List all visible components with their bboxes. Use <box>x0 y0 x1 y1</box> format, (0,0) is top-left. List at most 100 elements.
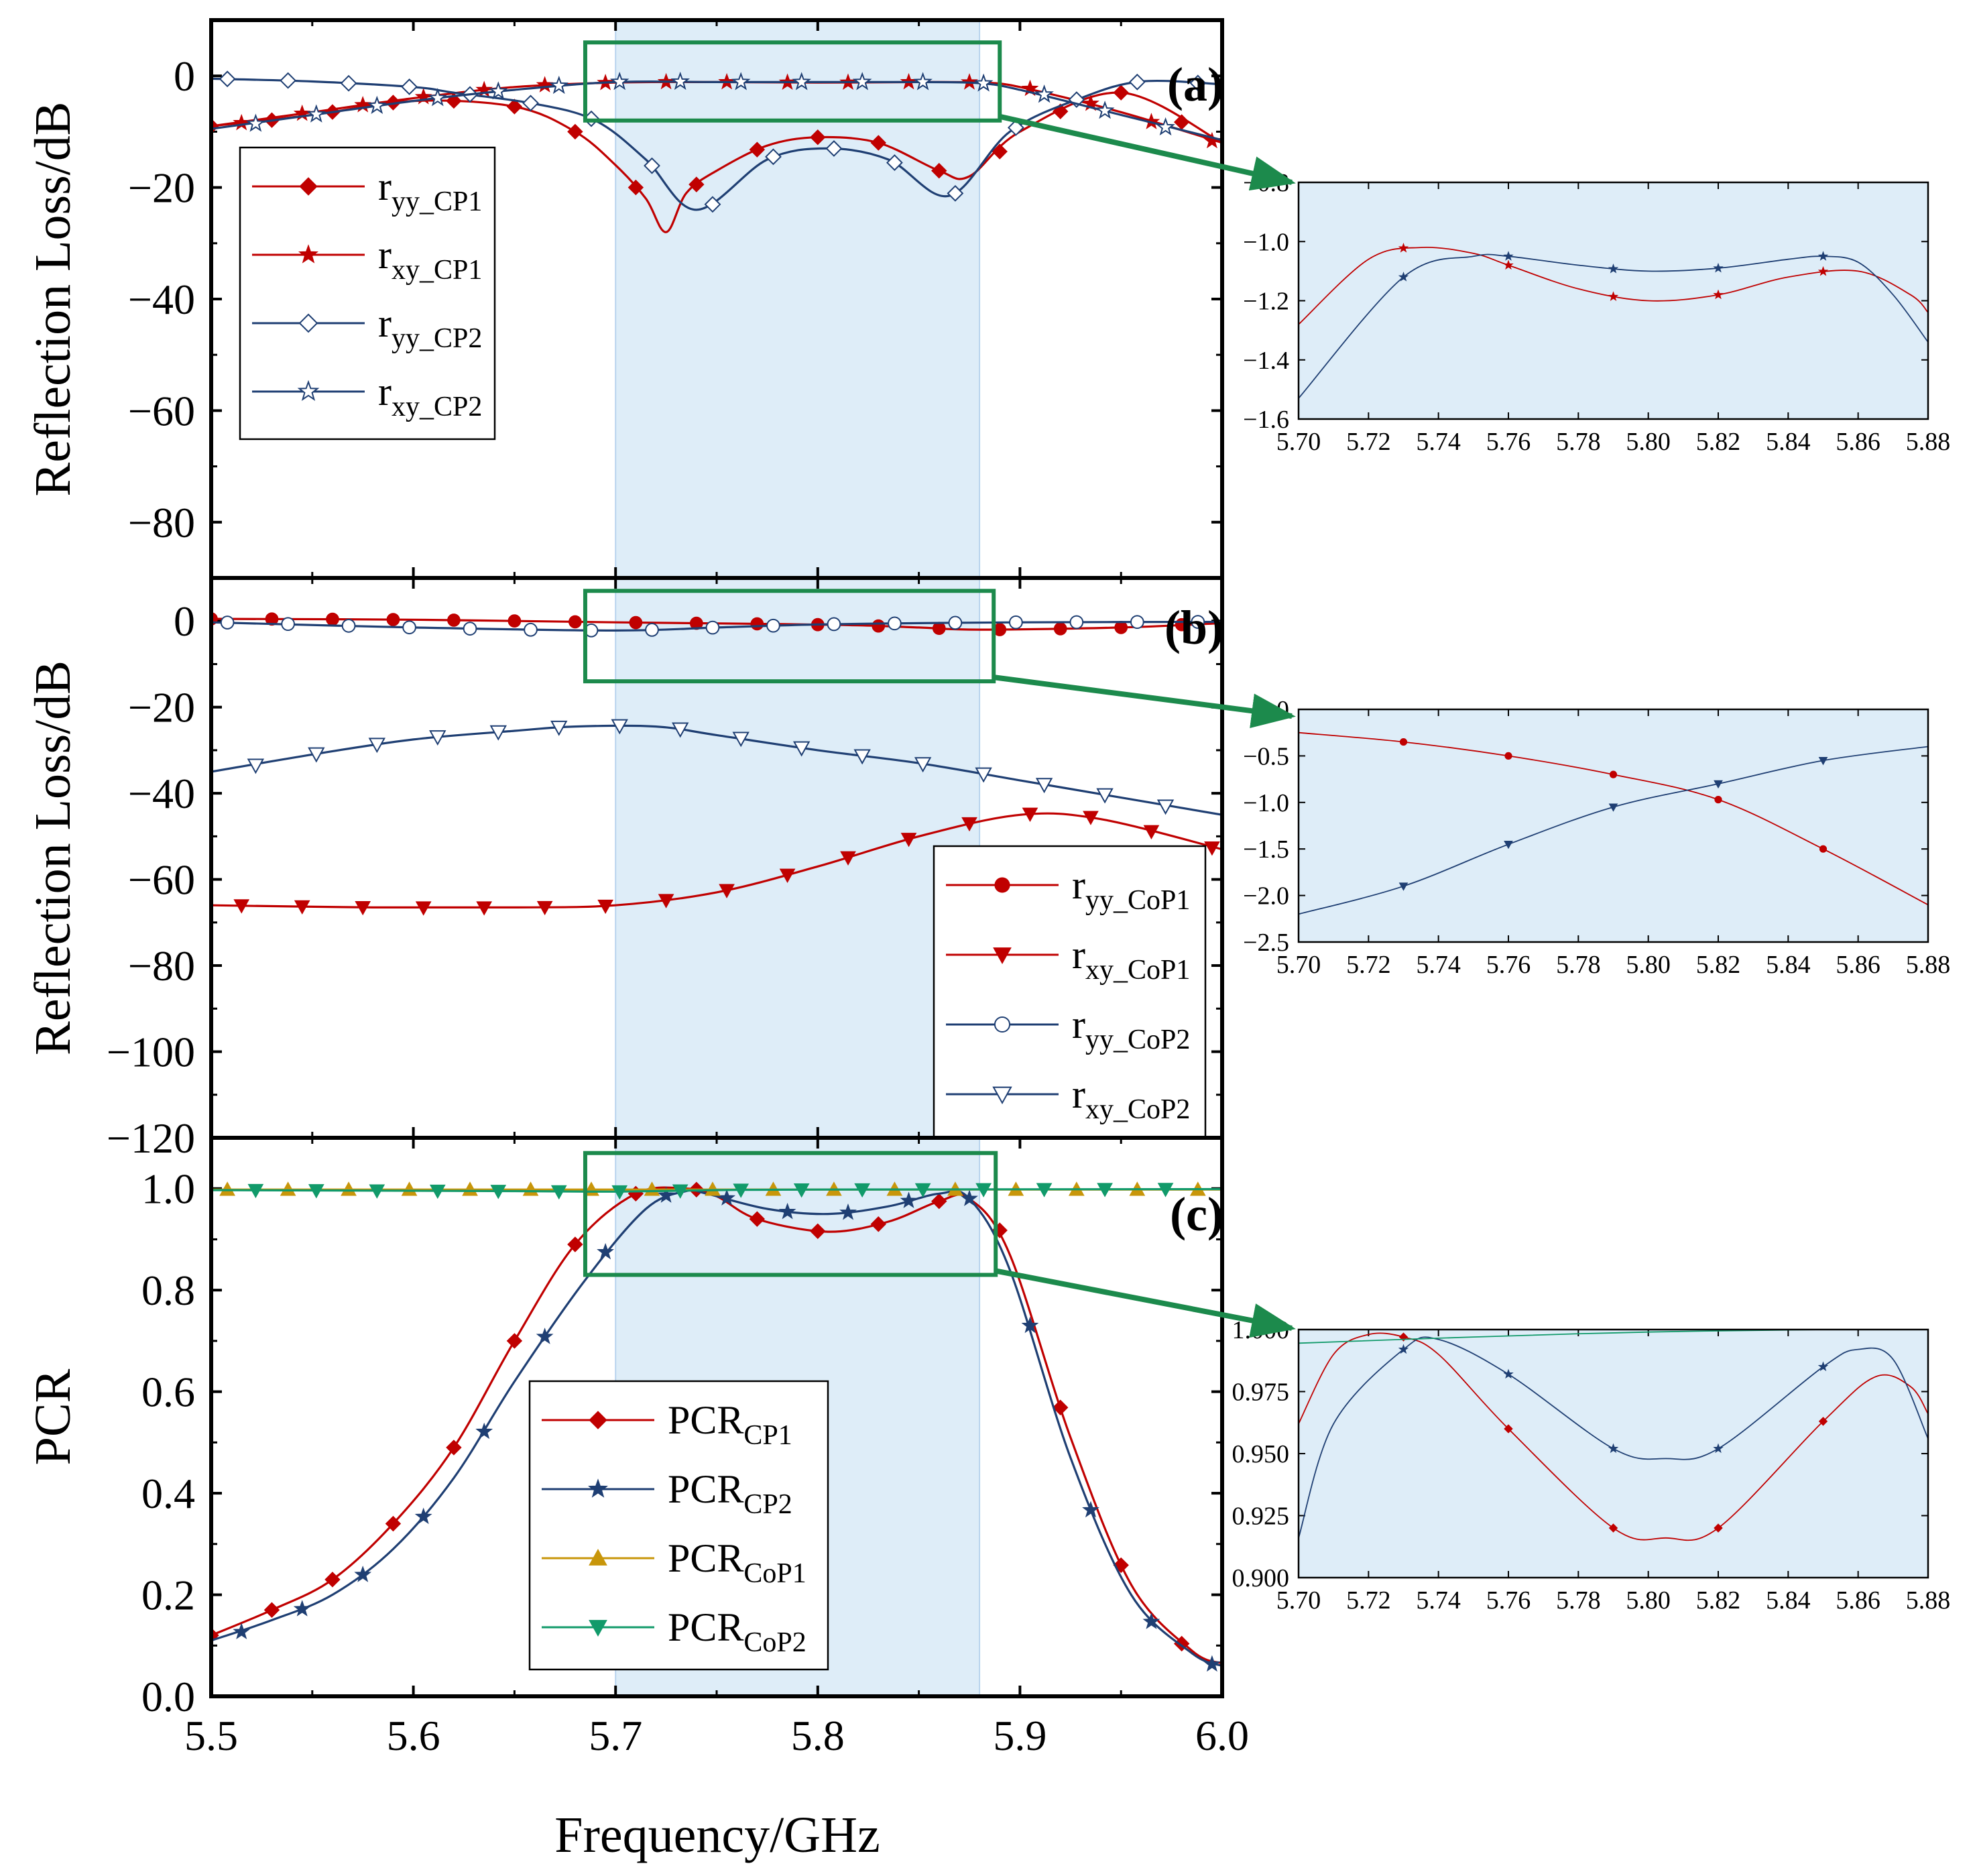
data-point-ryy_CP1 <box>810 129 826 145</box>
data-point-rxy_CP2 <box>852 72 872 91</box>
inset-data-point-ryy_CoP2 <box>1714 780 1723 789</box>
data-point-rxy_CoP1 <box>961 817 977 832</box>
panel-label-b: (b) <box>1164 601 1223 654</box>
inset-data-point-rxy_CP1 <box>1398 243 1409 253</box>
data-point-PCR_CoP2 <box>672 1184 689 1199</box>
data-point-PCR_CP1 <box>385 1515 402 1532</box>
data-point-PCR_CoP1 <box>462 1181 478 1196</box>
legend-label-sub: CP2 <box>743 1489 792 1520</box>
data-point-rxy_CP1 <box>233 113 251 131</box>
data-point-ryy_CoP2 <box>827 617 841 632</box>
y-tick-label: 0 <box>174 52 195 100</box>
panel-c: 0.00.20.40.60.81.0PCR(c)PCRCP1PCRCP2PCRC… <box>25 1136 1224 1720</box>
data-point-ryy_CoP1 <box>447 613 461 627</box>
legend-label-sub: CP1 <box>743 1420 792 1451</box>
data-point-PCR_CoP2 <box>1036 1183 1053 1197</box>
panel-a: 0 −20 −40 −60 −80 Reflection Loss/dB (a) ryy_CP… <box>25 18 1224 580</box>
data-point-PCR_CoP2 <box>369 1184 385 1199</box>
data-point-ryy_CP2 <box>522 95 539 112</box>
inset-x-tick-label: 5.78 <box>1556 1586 1601 1615</box>
data-point-PCR_CP1 <box>931 1193 947 1210</box>
data-point-PCR_CP2 <box>1082 1501 1099 1518</box>
data-point-PCR_CP1 <box>567 1236 583 1252</box>
inset-y-tick-label: 0.900 <box>1232 1564 1290 1592</box>
inset-y-tick-label: −1.6 <box>1243 406 1289 434</box>
zoom-box-c <box>583 1151 998 1277</box>
data-point-rxy_CP2 <box>1034 84 1054 103</box>
inset-x-tick-label: 5.70 <box>1276 951 1321 979</box>
data-point-ryy_CP2 <box>1128 73 1146 91</box>
inset-data-point-rxy_CP2 <box>1713 262 1724 273</box>
y-axis-label-c: PCR <box>25 1368 81 1465</box>
data-point-rxy_CoP1 <box>900 833 917 847</box>
inset-panels: 5.70 5.72 5.74 5.76 5.78 5.80 5.82 5.84 5.86 5.88… <box>1232 169 1951 1615</box>
legend-label-sub: xy_CoP1 <box>1085 955 1190 986</box>
inset-x-tick-label: 5.88 <box>1906 1586 1951 1615</box>
data-point-PCR_CP2 <box>718 1189 735 1206</box>
panel-label-c: (c) <box>1170 1187 1223 1241</box>
x-tick-label: 5.7 <box>589 1712 642 1759</box>
data-point-ryy_CoP1 <box>265 612 279 626</box>
inset-x-tick-label: 5.74 <box>1416 951 1461 979</box>
legend-marker <box>589 1548 607 1566</box>
legend-marker <box>587 1478 609 1498</box>
panel-b: 0 −20 −40 −60 −80 −100 −120 Reflection Loss/dB (… <box>25 576 1224 1162</box>
x-axis-label: Frequency/GHz <box>554 1807 880 1863</box>
legend-label-sub: yy_CoP2 <box>1085 1024 1190 1055</box>
data-point-PCR_CoP2 <box>1097 1183 1113 1197</box>
data-point-rxy_CoP1 <box>294 900 310 915</box>
inset-data-point-rxy_CP1 <box>1503 259 1514 270</box>
data-point-rxy_CoP1 <box>1022 807 1038 822</box>
data-point-PCR_CoP2 <box>611 1185 628 1200</box>
data-point-rxy_CoP1 <box>233 899 250 914</box>
inset-data-point-ryy_CoP2 <box>1504 840 1513 849</box>
data-point-rxy_CoP2 <box>368 738 386 754</box>
inset-x-tick-label: 5.72 <box>1346 951 1391 979</box>
legend-marker <box>589 1411 607 1429</box>
y-tick-label: 0.0 <box>141 1673 195 1720</box>
zoom-box-a <box>583 40 1002 123</box>
inset-data-point-PCR_CP1 <box>1504 1424 1513 1433</box>
zoom-arrow-c <box>995 1268 1296 1338</box>
y-tick-label: −80 <box>128 499 195 546</box>
data-point-rxy_CoP2 <box>489 725 507 741</box>
y-tick-label: −60 <box>128 856 195 904</box>
inset-x-tick-label: 5.70 <box>1276 428 1321 456</box>
data-point-rxy_CoP2 <box>1035 778 1053 794</box>
data-point-PCR_CoP2 <box>490 1185 507 1199</box>
legend-marker <box>589 1620 607 1637</box>
inset-data-point-PCR_CP2 <box>1503 1368 1514 1379</box>
data-point-PCR_CoP2 <box>793 1183 810 1198</box>
series-line-PCR_CP1 <box>211 1186 1222 1665</box>
inset-c-plot-area <box>1299 1330 1928 1541</box>
data-point-ryy_CP2 <box>340 74 357 92</box>
data-point-PCR_CP2 <box>536 1328 554 1344</box>
data-point-ryy_CP2 <box>825 140 843 157</box>
inset-data-point-PCR_CP2 <box>1817 1361 1829 1371</box>
axes-frame-c <box>209 1136 1224 1698</box>
legend-label: PCRCP1 <box>668 1398 792 1451</box>
data-point-rxy_CP2 <box>489 81 508 100</box>
data-point-ryy_CoP1 <box>386 613 400 626</box>
legend-label-sub: xy_CoP2 <box>1085 1094 1190 1125</box>
legend-marker <box>298 244 319 263</box>
data-point-rxy_CoP2 <box>732 731 750 748</box>
data-point-rxy_CoP1 <box>597 899 613 915</box>
legend-label-sub: xy_CP1 <box>392 255 482 286</box>
data-point-PCR_CoP2 <box>975 1183 992 1197</box>
inset-series-line-PCR_CP2 <box>1299 1336 1928 1539</box>
data-point-ryy_CoP1 <box>629 615 643 630</box>
data-point-ryy_CP2 <box>219 70 236 88</box>
zoom-arrow-b <box>993 675 1296 729</box>
data-point-ryy_CP1 <box>506 99 523 115</box>
x-tick-label: 5.9 <box>993 1712 1046 1759</box>
legend-marker <box>994 877 1010 893</box>
inset-frame <box>1297 181 1929 420</box>
data-point-ryy_CoP1 <box>1053 622 1067 636</box>
data-point-ryy_CP2 <box>704 196 721 213</box>
data-point-ryy_CP2 <box>765 148 782 166</box>
data-point-PCR_CoP2 <box>429 1184 446 1199</box>
data-point-ryy_CoP1 <box>872 619 886 633</box>
series-line-PCR_CoP2 <box>211 1187 1222 1193</box>
inset-y-tick-label: −1.5 <box>1243 835 1289 864</box>
